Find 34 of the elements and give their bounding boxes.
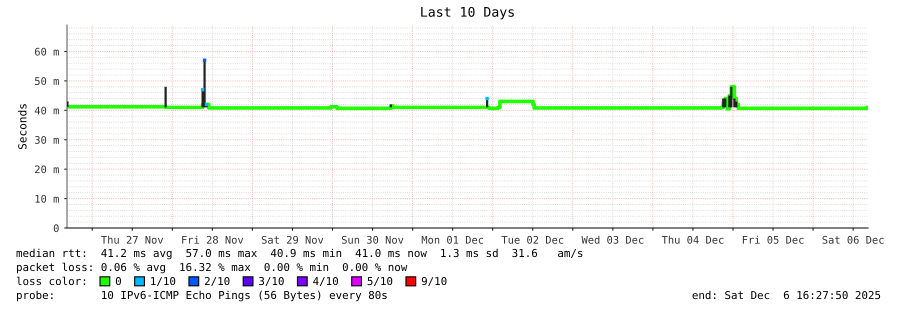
text: probe: 10 IPv6-ICMP Echo Pings (56 Bytes) every 80s <box>17 290 387 302</box>
legend-label: 5/10 <box>368 276 392 286</box>
legend-label: 1/10 <box>151 276 176 286</box>
legend-label: 0 <box>116 276 121 286</box>
x-tick-label: Fri 28 Nov <box>182 236 244 244</box>
x-tick-label: Thu 04 Dec <box>662 236 724 244</box>
x-tick-label: Sat 06 Dec <box>822 236 884 244</box>
y-tick-label: 20 m <box>35 165 59 174</box>
y-tick-label: 40 m <box>34 106 59 114</box>
point <box>202 58 206 62</box>
legend-title: loss color: <box>16 276 86 286</box>
x-tick-label: Thu 27 Nov <box>101 236 164 244</box>
y-tick-label: 10 m <box>36 194 59 203</box>
x-tick-label: Sun 30 Nov <box>342 236 404 244</box>
x-tick-label: Tue 02 Dec <box>502 236 564 244</box>
point <box>200 88 204 92</box>
x-tick-label: Sat 29 Nov <box>262 236 324 244</box>
text: median rtt: 41.2 ms avg 57.0 ms max 40.9 ms min 41.0 ms now 1.3 ms sd 31.6 am/s <box>16 248 582 260</box>
text: end: Sat Dec 6 16:27:50 2025 <box>692 290 880 300</box>
legend-label: 2/10 <box>204 276 230 286</box>
y-tick-label: 50 m <box>35 77 59 86</box>
y-axis-title: Seconds <box>18 104 27 150</box>
y-tick-label: 30 m <box>34 136 59 144</box>
x-tick-label: Mon 01 Dec <box>422 236 484 244</box>
legend-label: 4/10 <box>313 276 338 286</box>
text: packet loss: 0.06 % avg 16.32 % max 0.00 % min 0.00 % now <box>17 262 408 274</box>
chart-title: Last 10 Days <box>421 6 514 20</box>
legend-label: 9/10 <box>422 276 447 286</box>
legend-label: 3/10 <box>259 276 284 286</box>
x-tick-label: Fri 05 Dec <box>742 236 804 244</box>
y-tick-label: 0 <box>54 224 59 232</box>
y-tick-label: 60 m <box>34 48 59 56</box>
point <box>485 96 489 100</box>
x-tick-label: Wed 03 Dec <box>581 236 644 244</box>
